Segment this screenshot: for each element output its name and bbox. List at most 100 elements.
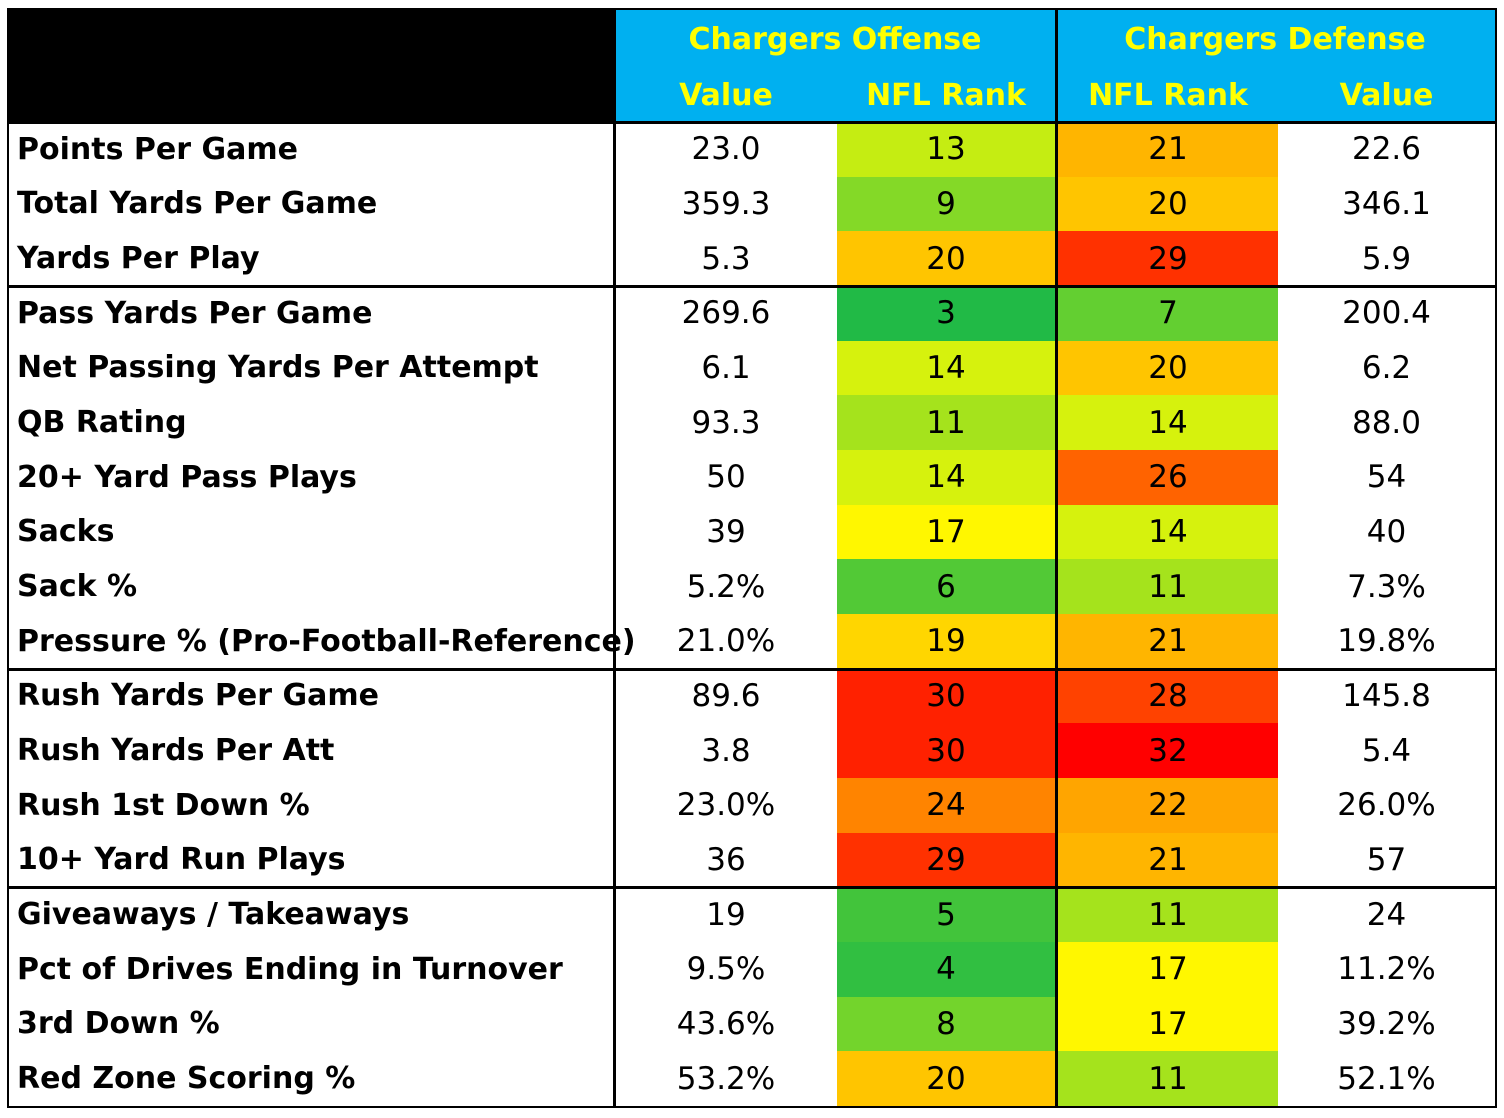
offense-value-cell: 43.6% (676, 1005, 776, 1042)
defense-rank-cell: 20 (1058, 340, 1278, 396)
stat-label: Sack % (17, 569, 138, 605)
stat-label: Yards Per Play (17, 241, 260, 277)
table-row: Giveaways / Takeaways 19 5 11 24 (9, 887, 1495, 942)
header-blank-cell (9, 10, 615, 122)
offense-rank-cell: 20 (837, 1051, 1055, 1106)
offense-value-cell: 269.6 (681, 295, 771, 332)
offense-value-cell: 6.1 (701, 349, 751, 386)
defense-value-cell: 39.2% (1337, 1005, 1436, 1042)
defense-title: Chargers Defense (1124, 22, 1426, 57)
offense-value-header: Value (679, 78, 773, 113)
defense-value-cell: 57 (1366, 841, 1407, 878)
defense-rank-cell: 22 (1058, 778, 1278, 833)
defense-value-cell: 22.6 (1351, 131, 1422, 168)
defense-value-cell: 346.1 (1342, 185, 1431, 222)
stat-label: 3rd Down % (17, 1006, 220, 1042)
defense-value-cell: 145.8 (1342, 677, 1431, 714)
offense-rank-cell: 6 (837, 559, 1055, 614)
group-divider (9, 667, 1495, 671)
defense-rank-cell: 14 (1058, 395, 1278, 450)
offense-value-cell: 3.8 (701, 732, 751, 769)
defense-rank-cell: 21 (1058, 122, 1278, 177)
defense-rank-cell: 32 (1058, 723, 1278, 778)
label-column-divider (613, 10, 616, 1106)
offense-value-cell: 36 (706, 841, 746, 878)
defense-rank-cell: 29 (1058, 231, 1278, 286)
offense-rank-cell: 11 (837, 395, 1055, 450)
defense-value-cell: 7.3% (1347, 568, 1426, 605)
defense-value-cell: 6.2 (1361, 349, 1412, 386)
defense-rank-cell: 14 (1058, 504, 1278, 560)
table-row: Sack % 5.2% 6 11 7.3% (9, 559, 1495, 614)
offense-value-cell: 23.0% (676, 787, 776, 824)
offense-value-cell: 53.2% (676, 1060, 776, 1097)
defense-rank-cell: 28 (1058, 668, 1278, 724)
offense-value-cell: 9.5% (686, 951, 766, 988)
offense-defense-divider (1055, 10, 1058, 1106)
stat-label: Pressure % (Pro-Football-Reference) (17, 623, 636, 659)
table-row: Red Zone Scoring % 53.2% 20 11 52.1% (9, 1051, 1495, 1106)
stat-label: Pct of Drives Ending in Turnover (17, 951, 563, 987)
defense-value-cell: 5.4 (1361, 732, 1412, 769)
offense-rank-cell: 13 (837, 122, 1055, 177)
offense-title: Chargers Offense (688, 22, 982, 57)
table-row: Total Yards Per Game 359.3 9 20 346.1 (9, 176, 1495, 232)
defense-value-cell: 200.4 (1342, 295, 1431, 332)
stat-label: Giveaways / Takeaways (17, 897, 410, 933)
defense-value-cell: 11.2% (1337, 951, 1436, 988)
table-row: Net Passing Yards Per Attempt 6.1 14 20 6.2 (9, 340, 1495, 396)
stat-label: Net Passing Yards Per Attempt (17, 350, 539, 386)
offense-rank-header: NFL Rank (866, 78, 1026, 113)
stat-label: Sacks (17, 514, 115, 550)
offense-value-cell: 359.3 (681, 185, 771, 222)
table-row: Sacks 39 17 14 40 (9, 504, 1495, 560)
defense-value-cell: 40 (1366, 513, 1407, 550)
defense-value-cell: 54 (1366, 459, 1407, 496)
offense-rank-cell: 8 (837, 996, 1055, 1052)
offense-value-cell: 39 (706, 513, 746, 550)
offense-rank-cell: 19 (837, 614, 1055, 669)
table-row: Pressure % (Pro-Football-Reference) 21.0%… (9, 614, 1495, 669)
offense-value-cell: 23.0 (691, 131, 761, 168)
offense-rank-cell: 30 (837, 668, 1055, 724)
defense-rank-cell: 11 (1058, 887, 1278, 942)
stat-label: Points Per Game (17, 131, 298, 167)
defense-rank-cell: 17 (1058, 942, 1278, 997)
offense-rank-cell: 14 (837, 450, 1055, 505)
stat-label: Pass Yards Per Game (17, 295, 373, 331)
stat-label: Red Zone Scoring % (17, 1061, 356, 1097)
defense-value-header: Value (1339, 78, 1434, 113)
stat-label: Total Yards Per Game (17, 186, 378, 222)
offense-rank-cell: 24 (837, 778, 1055, 833)
offense-value-cell: 21.0% (676, 623, 776, 660)
offense-rank-cell: 30 (837, 723, 1055, 778)
defense-rank-cell: 11 (1058, 559, 1278, 614)
defense-rank-cell: 21 (1058, 614, 1278, 669)
offense-header: Chargers Offense Value NFL Rank (615, 10, 1055, 122)
table-row: 10+ Yard Run Plays 36 29 21 57 (9, 832, 1495, 888)
defense-rank-cell: 26 (1058, 450, 1278, 505)
stat-label: 10+ Yard Run Plays (17, 842, 346, 878)
offense-rank-cell: 5 (837, 887, 1055, 942)
defense-value-cell: 24 (1366, 896, 1407, 933)
table-row: QB Rating 93.3 11 14 88.0 (9, 395, 1495, 450)
table-row: Rush 1st Down % 23.0% 24 22 26.0% (9, 778, 1495, 833)
table-row: Rush Yards Per Game 89.6 30 28 145.8 (9, 668, 1495, 724)
offense-rank-cell: 3 (837, 286, 1055, 341)
table-row: 3rd Down % 43.6% 8 17 39.2% (9, 996, 1495, 1052)
offense-rank-cell: 9 (837, 176, 1055, 232)
table-row: Rush Yards Per Att 3.8 30 32 5.4 (9, 723, 1495, 778)
stats-table: Chargers Offense Value NFL Rank Chargers… (7, 8, 1497, 1108)
offense-value-cell: 93.3 (691, 404, 761, 441)
stat-label: QB Rating (17, 405, 187, 441)
defense-rank-cell: 7 (1058, 286, 1278, 341)
offense-rank-cell: 29 (837, 832, 1055, 888)
defense-rank-cell: 17 (1058, 996, 1278, 1052)
defense-value-cell: 52.1% (1337, 1060, 1436, 1097)
offense-value-cell: 89.6 (691, 677, 761, 714)
offense-rank-cell: 14 (837, 340, 1055, 396)
stat-label: Rush Yards Per Game (17, 678, 379, 714)
stat-label: Rush 1st Down % (17, 787, 310, 823)
stat-label: Rush Yards Per Att (17, 733, 335, 769)
defense-rank-cell: 11 (1058, 1051, 1278, 1106)
